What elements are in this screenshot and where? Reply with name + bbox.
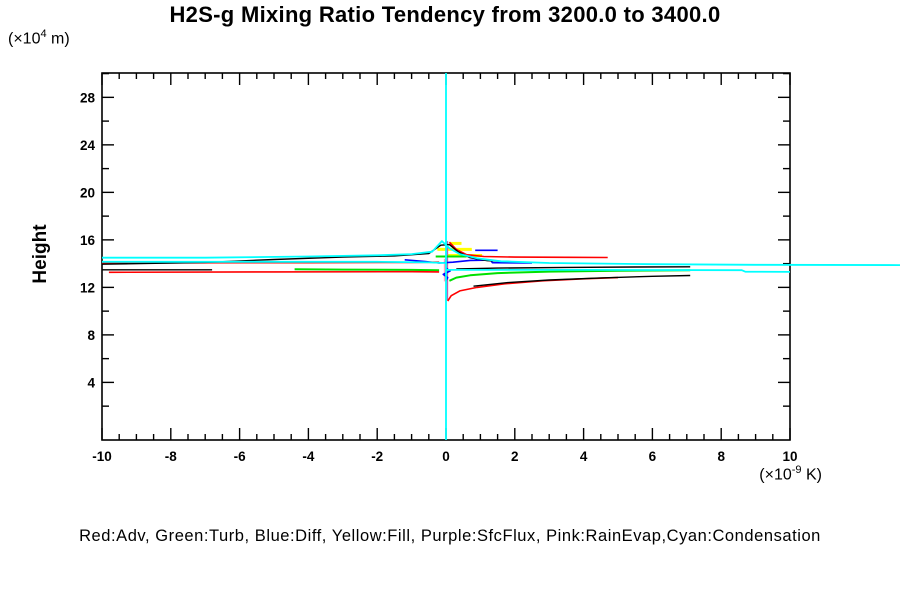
y-unit-exponent: 4 [40, 28, 47, 40]
x-tick-label: -6 [234, 449, 246, 464]
series-adv [448, 241, 608, 259]
series-condensation [102, 260, 447, 264]
x-unit-prefix: (×10 [759, 466, 792, 484]
x-tick-label: 2 [511, 449, 519, 464]
y-axis-unit-label: (×104 m) [8, 28, 70, 48]
y-tick-label: 16 [80, 233, 96, 248]
series-adv [108, 270, 440, 274]
y-tick-label: 20 [80, 185, 95, 200]
series-total [456, 266, 691, 270]
y-tick-label: 4 [87, 375, 95, 390]
x-tick-label: 6 [649, 449, 657, 464]
x-tick-label: -8 [165, 449, 177, 464]
series-turb [294, 268, 440, 272]
y-tick-label: 28 [80, 90, 96, 105]
legend-text: Red:Adv, Green:Turb, Blue:Diff, Yellow:F… [79, 527, 821, 545]
series-condensation [446, 269, 791, 273]
x-tick-label: 0 [442, 449, 450, 464]
x-tick-label: -2 [371, 449, 383, 464]
x-unit-suffix: K) [801, 466, 822, 484]
y-unit-prefix: (×10 [8, 30, 41, 48]
series-total [473, 274, 691, 287]
x-tick-label: 8 [717, 449, 725, 464]
series-condensation [102, 240, 900, 266]
x-tick-label: -4 [302, 449, 314, 464]
y-tick-label: 8 [87, 328, 95, 343]
chart-title: H2S-g Mixing Ratio Tendency from 3200.0 … [169, 2, 721, 27]
y-tick-label: 12 [80, 280, 95, 295]
x-tick-label: -10 [92, 449, 112, 464]
x-axis-unit-label: (×10-9 K) [600, 464, 822, 484]
x-unit-exponent: -9 [791, 464, 802, 476]
y-tick-label: 24 [80, 138, 96, 153]
x-tick-label: 4 [580, 449, 588, 464]
x-tick-label: 10 [782, 449, 797, 464]
y-unit-suffix: m) [46, 30, 70, 48]
